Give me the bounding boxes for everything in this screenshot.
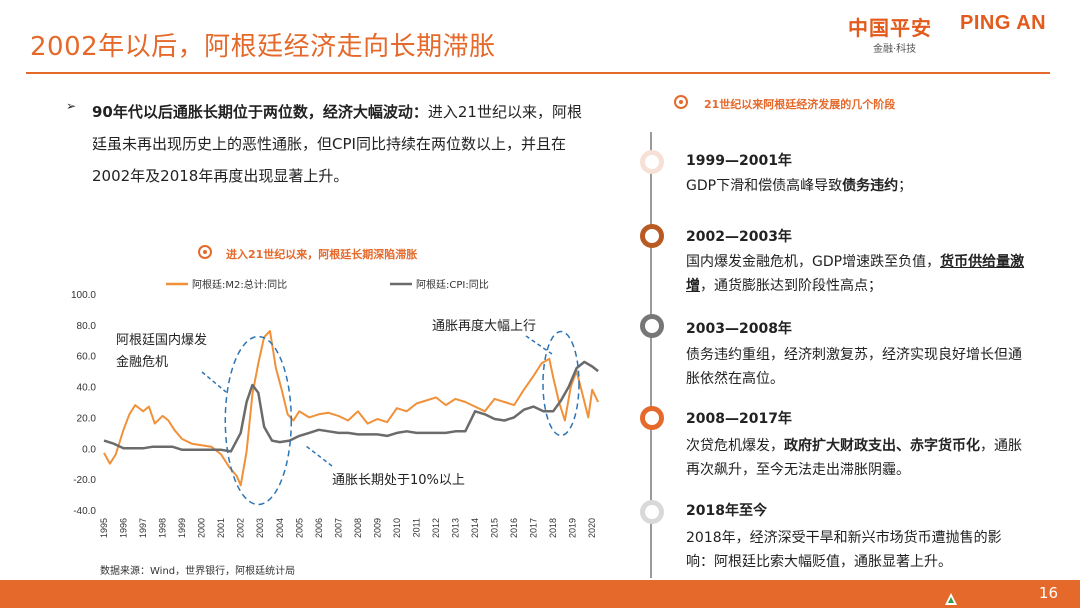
target-icon [674,95,688,109]
x-tick-label: 2004 [275,518,285,538]
intro-lead: 90年代以后通胀长期位于两位数，经济大幅波动： [92,103,428,121]
timeline-node-1 [640,150,664,174]
x-tick-label: 2015 [490,518,500,538]
logo-tagline: 金融·科技 [873,44,917,55]
y-tick-label: -20.0 [73,475,96,486]
chart-heading: 进入21世纪以来，阿根廷长期深陷滞胀 [226,248,418,261]
timeline-node-2 [640,224,664,248]
y-tick-label: 40.0 [77,383,97,394]
timeline-year-2: 2002—2003年 [686,229,792,245]
annotation-surge: 通胀再度大幅上行 [432,318,536,334]
target-icon [198,245,212,259]
timeline-year-3: 2003—2008年 [686,321,792,337]
x-tick-label: 2003 [255,518,265,538]
x-tick-label: 1997 [138,518,148,538]
x-tick-label: 2010 [392,518,402,538]
x-tick-label: 1996 [119,518,129,538]
highlight-circle-2018 [542,330,580,437]
timeline-text-1: GDP下滑和偿债高峰导致债务违约； [686,178,913,194]
footer-bar [0,580,1080,608]
y-tick-label: 0.0 [82,444,96,455]
x-tick-label: 2006 [314,518,324,538]
timeline-text-5: 2018年，经济深受干旱和新兴市场货币遭抛售的影响：阿根廷比索大幅贬值，通胀显著… [686,530,1002,570]
series-line-cpi [103,360,599,453]
x-tick-label: 2001 [216,518,226,538]
title-divider [26,72,1050,74]
logo-chinese: 中国平安 [848,16,932,40]
timeline-year-5: 2018年至今 [686,503,767,519]
annotation-long-high: 通胀长期处于10%以上 [332,473,465,488]
pingan-mark-icon [945,593,957,605]
series-line-m2 [103,330,600,487]
x-tick-label: 2008 [353,518,363,538]
logo-english: PING AN [960,12,1047,34]
x-tick-label: 2017 [529,518,539,538]
x-tick-label: 2012 [431,518,441,538]
x-tick-label: 1995 [99,518,109,538]
y-tick-label: 100.0 [71,290,96,301]
x-tick-label: 1999 [177,518,187,538]
timeline-axis [650,132,652,578]
timeline-heading: 21世纪以来阿根廷经济发展的几个阶段 [704,98,896,111]
x-tick-label: 2014 [470,518,480,538]
legend-label: 阿根廷:CPI:同比 [416,278,489,291]
y-tick-label: 80.0 [77,321,97,332]
y-tick-label: -40.0 [73,506,96,517]
x-tick-label: 1998 [158,518,168,538]
annotation-arrow-crisis [201,371,227,393]
timeline-year-1: 1999—2001年 [686,153,792,169]
y-tick-label: 20.0 [77,413,97,424]
page-title: 2002年以后，阿根廷经济走向长期滞胀 [30,32,496,62]
timeline-node-3 [640,314,664,338]
x-tick-label: 2000 [197,518,207,538]
y-tick-label: 60.0 [77,352,97,363]
annotation-crisis-line1: 阿根廷国内爆发 [116,332,207,348]
timeline-node-4 [640,406,664,430]
x-tick-label: 2020 [587,518,597,538]
intro-text: 进入21世纪以来，阿根廷虽未再出现历史上的恶性通胀，但CPI同比持续在两位数以上… [92,103,582,185]
x-tick-label: 2019 [568,518,578,538]
highlight-circle-2002 [224,335,293,506]
intro-paragraph: 90年代以后通胀长期位于两位数，经济大幅波动：进入21世纪以来，阿根廷虽未再出现… [92,96,592,192]
x-tick-label: 2016 [509,518,519,538]
timeline-text-3: 债务违约重组，经济刺激复苏，经济实现良好增长但通胀依然在高位。 [686,347,1022,387]
annotation-arrow-long-high [305,445,333,467]
timeline-year-4: 2008—2017年 [686,411,792,427]
annotation-arrow-surge [525,335,553,355]
x-tick-label: 2007 [333,518,343,538]
x-tick-label: 2013 [451,518,461,538]
x-tick-label: 2005 [294,518,304,538]
x-tick-label: 2018 [548,518,558,538]
timeline-node-5 [640,500,664,524]
x-tick-label: 2002 [236,518,246,538]
x-tick-label: 2009 [372,518,382,538]
chart-source: 数据来源：Wind，世界银行，阿根廷统计局 [100,566,296,577]
timeline-text-4: 次贷危机爆发，政府扩大财政支出、赤字货币化，通胀再次飙升，至今无法走出滞胀阴霾。 [686,438,1022,478]
bullet-icon: ➢ [66,99,77,113]
annotation-crisis-line2: 金融危机 [116,354,168,370]
timeline-text-2: 国内爆发金融危机，GDP增速跌至负值，货币供给量激增，通货膨胀达到阶段性高点； [686,254,1025,294]
legend-label: 阿根廷:M2:总计:同比 [192,278,287,291]
x-tick-label: 2011 [411,518,421,537]
page-number: 16 [1038,584,1058,602]
